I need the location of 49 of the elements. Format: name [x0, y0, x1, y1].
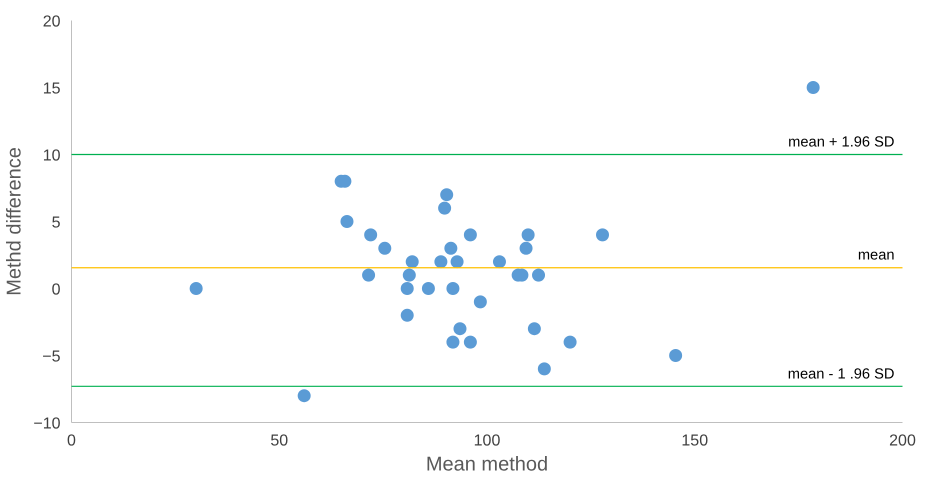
- x-tick-label: 200: [889, 432, 916, 450]
- point: [402, 268, 416, 282]
- y-tick-label: −10: [33, 416, 61, 432]
- ref-line-label: mean: [858, 248, 895, 264]
- y-tick-label: 5: [52, 214, 61, 232]
- point: [532, 268, 546, 282]
- point: [564, 336, 577, 349]
- point: [190, 282, 203, 295]
- point: [444, 242, 458, 255]
- point: [450, 255, 464, 268]
- y-tick-label: 20: [42, 14, 61, 30]
- x-tick-label: 100: [474, 432, 500, 450]
- point: [806, 81, 820, 94]
- x-tick-label: 0: [67, 432, 76, 450]
- point: [440, 188, 454, 202]
- point: [438, 202, 452, 215]
- point: [520, 242, 533, 255]
- point: [453, 322, 466, 336]
- point: [669, 349, 682, 362]
- y-tick-label: 15: [42, 80, 61, 98]
- point: [400, 282, 414, 295]
- point: [474, 295, 487, 308]
- point: [528, 322, 541, 336]
- point: [340, 215, 354, 228]
- point: [364, 228, 378, 242]
- x-tick-label: 50: [270, 432, 288, 450]
- point: [464, 336, 477, 349]
- point: [378, 242, 392, 255]
- point: [596, 228, 610, 242]
- point: [464, 228, 477, 242]
- point: [538, 362, 551, 376]
- y-tick-label: 0: [52, 282, 61, 298]
- point: [522, 228, 535, 242]
- point: [400, 308, 414, 322]
- ref-line-label: mean + 1.96 SD: [788, 134, 895, 150]
- point: [422, 282, 435, 295]
- x-tick-label: 150: [681, 432, 708, 450]
- point: [492, 255, 506, 268]
- point: [446, 336, 460, 349]
- point: [446, 282, 460, 295]
- ref-line-label: mean - 1 .96 SD: [788, 366, 895, 382]
- y-tick-label: −5: [42, 348, 61, 366]
- point: [362, 268, 376, 282]
- y-tick-label: 10: [42, 148, 61, 164]
- point: [406, 255, 419, 268]
- point: [434, 255, 448, 268]
- point: [298, 389, 311, 402]
- y-axis-title: Methd difference: [3, 147, 26, 296]
- x-axis-title: Mean method: [426, 454, 548, 476]
